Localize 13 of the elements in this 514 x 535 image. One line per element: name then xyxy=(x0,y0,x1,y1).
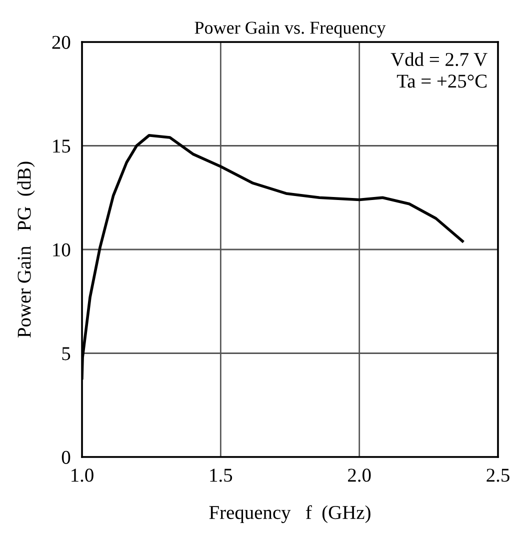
x-tick-label: 1.0 xyxy=(72,468,94,482)
y-tick-label: 10 xyxy=(53,243,70,256)
y-axis-title: Power Gain PG (dB) xyxy=(17,162,35,338)
y-tick-label: 5 xyxy=(62,347,70,360)
chart-title: Power Gain vs. Frequency xyxy=(194,22,386,38)
x-tick-label: 1.5 xyxy=(210,468,232,482)
y-tick-label: 0 xyxy=(62,450,70,464)
annotation: Vdd = 2.7 V Ta = +25°C xyxy=(390,52,488,88)
x-tick-label: 2.0 xyxy=(348,468,371,482)
y-tick-label: 15 xyxy=(53,140,70,153)
x-tick-label: 2.5 xyxy=(486,468,510,482)
y-tick-label: 20 xyxy=(52,36,70,49)
x-axis-title: Frequency f (GHz) xyxy=(209,505,370,524)
